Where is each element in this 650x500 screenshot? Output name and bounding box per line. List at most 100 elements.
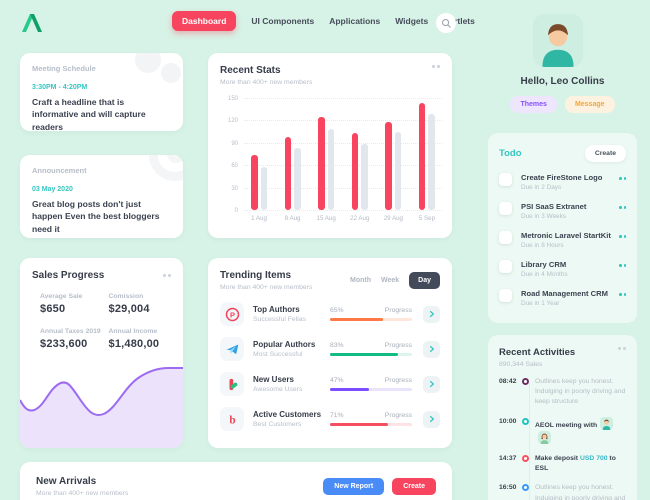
create-button[interactable]: Create [392,478,436,495]
sales-stat: Annual Taxes 2019 $233,600 [40,328,103,350]
card-menu-icon[interactable] [163,274,171,277]
todo-checkbox[interactable] [499,231,512,244]
item-menu-icon[interactable] [619,293,626,296]
timeline-dot-icon [522,454,529,462]
y-axis-tick: 0 [234,208,238,214]
todo-checkbox[interactable] [499,202,512,215]
meeting-title: Meeting Schedule [32,64,96,73]
todo-create-button[interactable]: Create [584,145,626,162]
item-menu-icon[interactable] [619,235,626,238]
chevron-right-icon [429,380,434,388]
trending-items-card: Trending Items More than 400+ new member… [208,258,452,448]
gridline: 120 [228,118,442,124]
nav-item-applications[interactable]: Applications [329,16,381,26]
nav-item-dashboard[interactable]: Dashboard [172,11,237,31]
svg-text:b: b [229,414,235,426]
row-chevron-button[interactable] [423,375,440,393]
bar-chart-x-labels: 1 Aug 8 Aug 15 Aug 22 Aug 29 Aug 5 Sep [244,215,442,222]
chevron-right-icon [429,345,434,353]
todo-card: Todo Create Create FireStone Logo Due in… [488,133,637,323]
activities-title: Recent Activities [499,347,576,358]
bar-chart-bars [244,98,442,210]
todo-item-title: Road Management CRM [521,289,608,298]
progress-block: 65% Progress [330,307,412,321]
announcement-card: Announcement 03 May 2020 Great blog post… [20,155,183,238]
announcement-date: 03 May 2020 [32,186,73,193]
trending-title: Trending Items [220,270,292,281]
todo-checkbox[interactable] [499,289,512,302]
stat-label: Average Sale [40,293,83,300]
brand-logo-icon[interactable] [20,13,46,33]
row-chevron-button[interactable] [423,340,440,358]
bar-current [385,122,392,210]
x-axis-tick: 5 Sep [418,215,436,222]
progress-bar [330,353,412,356]
activity-time: 14:37 [499,454,517,462]
activity-text: Outlines keep you honest. Indulging in p… [535,378,626,406]
nav-item-widgets[interactable]: Widgets [395,16,429,26]
trending-row: b Active Customers Best Customers 71% Pr… [220,407,440,431]
trending-row-title: New Users [253,375,294,384]
recent-activities-card: Recent Activities 890,344 Sales 08:42 Ou… [488,335,637,500]
search-button[interactable] [436,13,456,33]
todo-item-title: Create FireStone Logo [521,173,603,182]
bar-previous [428,114,435,210]
producthunt-icon: P [220,302,244,326]
sales-stat: Comission $29,004 [109,293,172,315]
meeting-time: 3:30PM - 4:20PM [32,84,88,91]
progress-block: 47% Progress [330,377,412,391]
item-menu-icon[interactable] [619,177,626,180]
x-axis-tick: 8 Aug [284,215,301,222]
activity-time: 08:42 [499,378,517,385]
bar-chart: 150 120 90 60 30 0 [228,96,442,214]
svg-text:P: P [229,310,234,319]
bar-current [418,103,426,210]
activities-subtitle: 890,344 Sales [499,361,543,368]
bar-group [378,98,408,210]
activity-time: 16:50 [499,484,517,492]
bar-current [251,155,258,210]
stat-value: $1,480,00 [108,338,160,350]
stat-value: $29,004 [108,303,150,315]
todo-item-due: Due in 8 Hours [521,242,564,249]
item-menu-icon[interactable] [619,264,626,267]
activities-timeline: 08:42 Outlines keep you honest. Indulgin… [499,377,628,500]
todo-checkbox[interactable] [499,173,512,186]
tab-month[interactable]: Month [349,277,371,284]
announcement-title: Announcement [32,166,87,175]
user-avatar[interactable] [533,14,583,67]
nav-item-ui-components[interactable]: UI Components [251,16,315,26]
todo-item: Road Management CRM Due in 1 Year [499,289,626,307]
y-axis-tick: 120 [227,118,238,125]
todo-item: PSI SaaS Extranet Due in 3 Weeks [499,202,626,220]
decorative-pattern [167,155,183,163]
message-button[interactable]: Message [564,96,615,113]
tab-week[interactable]: Week [380,277,400,284]
meeting-text: Craft a headline that is informative and… [32,97,146,131]
x-axis-tick: 15 Aug [316,215,336,222]
progress-label: Progress [384,377,412,384]
themes-button[interactable]: Themes [510,96,557,113]
trending-tabs: Month Week Day [350,272,440,289]
recent-stats-subtitle: More than 400+ new members [220,79,313,86]
row-chevron-button[interactable] [423,305,440,323]
activity-item: 16:50 Outlines keep you honest. Indulgin… [499,483,628,500]
progress-percent: 83% [330,342,344,349]
trending-subtitle: More than 400+ new members [220,284,313,291]
todo-item-title: PSI SaaS Extranet [521,202,587,211]
todo-item-due: Due in 1 Year [521,300,560,307]
tab-day[interactable]: Day [409,272,440,289]
sales-stat: Annual Income $1,480,00 [109,328,172,350]
trending-row-subtitle: Most Successful [253,351,303,358]
trending-row-title: Popular Authors [253,340,316,349]
new-report-button[interactable]: New Report [323,478,385,495]
bar-group [311,98,341,210]
todo-checkbox[interactable] [499,260,512,273]
sales-area-chart [20,367,183,448]
item-menu-icon[interactable] [619,206,626,209]
row-chevron-button[interactable] [423,410,440,428]
card-menu-icon[interactable] [432,65,440,86]
progress-bar [330,388,412,391]
card-menu-icon[interactable] [618,347,626,350]
nav-item-portlets[interactable]: Portlets [443,16,475,26]
